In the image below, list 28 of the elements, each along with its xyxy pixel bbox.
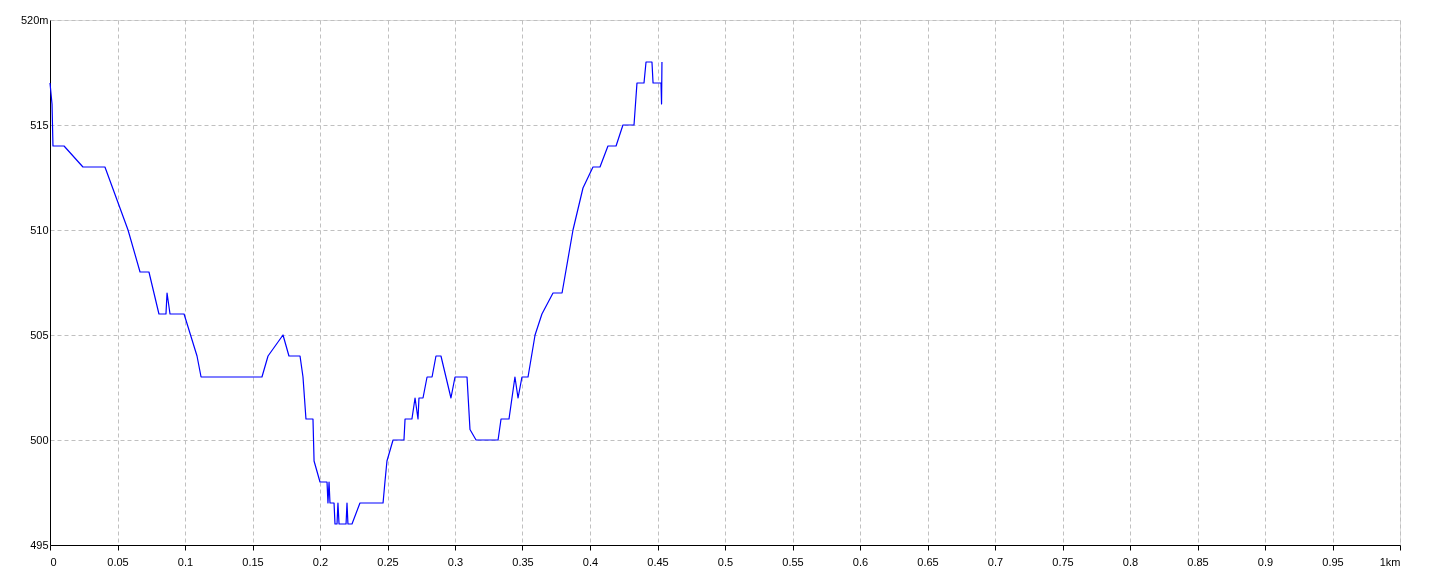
x-tick-label: 0.55	[782, 555, 804, 568]
x-tick-label: 0.35	[512, 555, 534, 568]
x-tick-label: 0.7	[987, 555, 1004, 568]
x-tick-label: 0.45	[647, 555, 669, 568]
y-tick-label: 520m	[20, 13, 49, 26]
x-tick-label: 0.8	[1122, 555, 1139, 568]
x-tick-label: 0.9	[1257, 555, 1274, 568]
y-tick-label: 495	[30, 538, 49, 551]
y-tick-label: 515	[30, 118, 49, 131]
x-tick-label: 0.1	[177, 555, 194, 568]
line-series	[49, 61, 663, 525]
x-tick-label: 0.2	[312, 555, 329, 568]
x-tick-label: 0.5	[717, 555, 734, 568]
y-tick-label: 510	[30, 223, 49, 236]
y-tick-label: 505	[30, 328, 49, 341]
x-tick-label: 0.15	[242, 555, 264, 568]
y-tick-label: 500	[30, 433, 49, 446]
x-tick-label: 0.05	[107, 555, 129, 568]
x-tick-label: 0	[50, 555, 57, 568]
x-tick-label: 0.85	[1187, 555, 1209, 568]
x-tick-label: 0.4	[582, 555, 599, 568]
x-tick-label: 0.75	[1052, 555, 1074, 568]
x-tick-label: 0.25	[377, 555, 399, 568]
x-tick-label: 0.65	[917, 555, 939, 568]
x-tick-label: 0.95	[1322, 555, 1344, 568]
x-tick-label: 1km	[1379, 555, 1401, 568]
x-tick-label: 0.6	[852, 555, 869, 568]
x-tick-label: 0.3	[447, 555, 464, 568]
